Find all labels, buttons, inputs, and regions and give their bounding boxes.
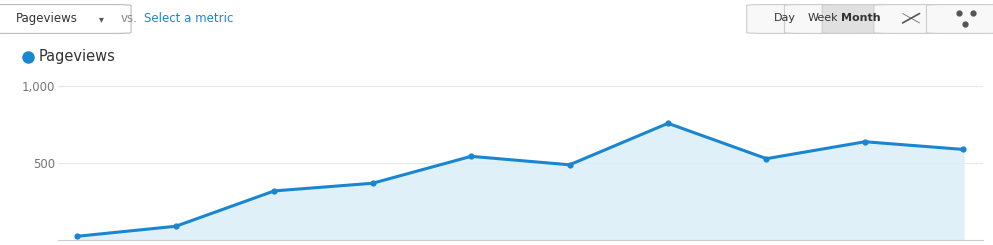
Text: Select a metric: Select a metric — [144, 12, 233, 25]
Text: Pageviews: Pageviews — [39, 49, 115, 64]
FancyBboxPatch shape — [0, 5, 131, 33]
Text: vs.: vs. — [121, 12, 138, 25]
Text: ▾: ▾ — [99, 14, 103, 24]
FancyBboxPatch shape — [784, 5, 861, 33]
Text: Month: Month — [841, 13, 880, 23]
FancyBboxPatch shape — [926, 5, 993, 33]
Text: Pageviews: Pageviews — [16, 12, 77, 25]
Text: Week: Week — [807, 13, 838, 23]
Text: Day: Day — [774, 13, 796, 23]
FancyBboxPatch shape — [822, 5, 899, 33]
FancyBboxPatch shape — [747, 5, 823, 33]
FancyBboxPatch shape — [874, 5, 950, 33]
